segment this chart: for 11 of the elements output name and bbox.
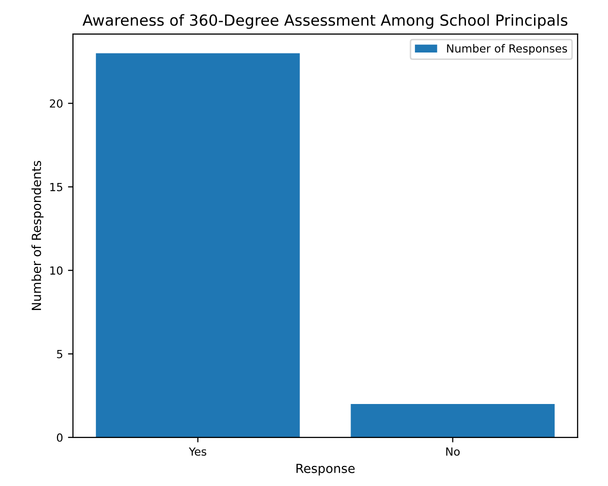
y-tick-label: 5 [57, 350, 62, 358]
y-tick-label: 15 [50, 182, 62, 192]
x-axis-title: Response [296, 464, 355, 476]
legend-label: Number of Responses [447, 44, 568, 55]
x-tick-label: No [446, 447, 460, 456]
y-tick-label: 0 [56, 433, 62, 442]
y-tick-label: 10 [50, 266, 62, 275]
x-tick-label: Yes [188, 447, 206, 456]
y-axis-title: Number of Respondents [31, 160, 44, 310]
y-tick-label: 20 [50, 99, 62, 108]
chart-title: Awareness of 360-Degree Assessment Among School Principals [82, 14, 568, 29]
